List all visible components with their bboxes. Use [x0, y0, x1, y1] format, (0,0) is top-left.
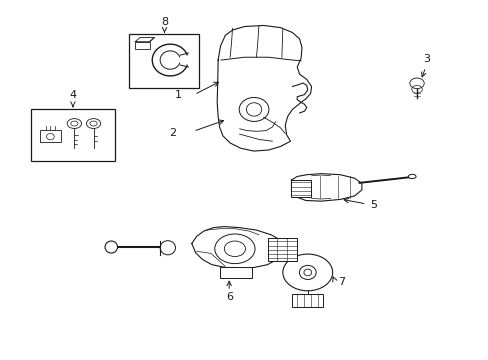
- Bar: [135, 42, 149, 49]
- Text: 2: 2: [169, 129, 176, 139]
- Bar: [267, 238, 297, 261]
- Ellipse shape: [105, 241, 117, 253]
- Ellipse shape: [160, 241, 175, 255]
- Text: 1: 1: [175, 90, 182, 100]
- Ellipse shape: [239, 98, 268, 121]
- Bar: [292, 294, 323, 307]
- Polygon shape: [217, 26, 311, 151]
- Text: 8: 8: [161, 17, 168, 27]
- Bar: [31, 109, 115, 161]
- Text: 6: 6: [226, 292, 233, 302]
- Circle shape: [282, 254, 332, 291]
- Text: 7: 7: [337, 277, 345, 287]
- Text: 4: 4: [69, 90, 76, 100]
- Bar: [219, 267, 252, 278]
- Bar: [129, 33, 199, 88]
- Ellipse shape: [407, 174, 415, 179]
- Polygon shape: [291, 174, 361, 201]
- Text: 3: 3: [422, 54, 429, 64]
- Polygon shape: [191, 226, 282, 268]
- Text: 5: 5: [369, 201, 376, 210]
- Bar: [40, 130, 61, 142]
- Bar: [291, 180, 310, 197]
